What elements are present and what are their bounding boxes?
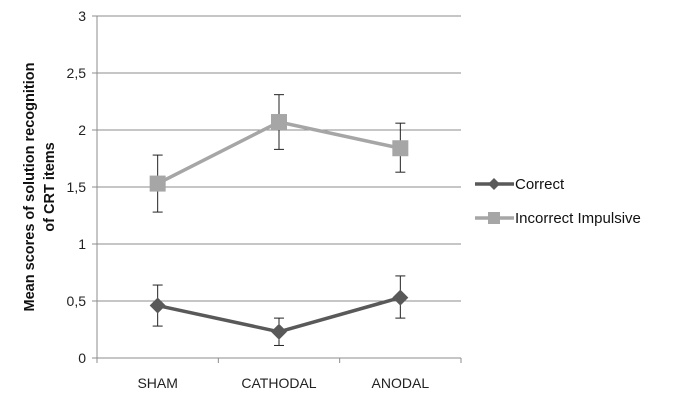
y-tick-label-4: 2 (78, 122, 86, 138)
legend-label-0: Correct (515, 176, 565, 193)
legend-marker-1 (488, 212, 500, 224)
data-point-1-2 (392, 140, 409, 157)
legend-marker-0 (488, 178, 500, 190)
data-point-0-2 (392, 289, 409, 306)
y-tick-label-5: 2,5 (67, 65, 87, 81)
legend-label-1: Incorrect Impulsive (515, 210, 641, 227)
data-point-1-1 (271, 114, 287, 131)
y-axis-label: Mean scores of solution recognition of CR… (22, 63, 58, 312)
x-tick-label-2: ANODAL (372, 375, 430, 391)
y-tick-label-0: 0 (78, 350, 86, 366)
axes (92, 15, 462, 363)
series-0 (149, 275, 409, 346)
data-point-0-0 (149, 297, 166, 314)
gridlines (97, 15, 461, 302)
series-1 (149, 94, 409, 213)
y-tick-label-2: 1 (78, 236, 86, 252)
x-tick-label-1: CATHODAL (241, 375, 316, 391)
y-axis-label-line-1: of CRT items (42, 142, 58, 231)
y-tick-label-1: 0,5 (67, 293, 87, 309)
y-tick-label-6: 3 (78, 8, 86, 24)
legend-item-0: Correct (475, 176, 565, 193)
legend-item-1: Incorrect Impulsive (475, 210, 641, 227)
x-tick-labels: SHAM CATHODAL ANODAL (137, 375, 429, 391)
y-tick-labels: 0 0,5 1 1,5 2 2,5 3 (67, 8, 87, 366)
data-point-1-0 (149, 175, 166, 192)
legend: Correct Incorrect Impulsive (475, 176, 641, 227)
y-axis-label-line-0: Mean scores of solution recognition (22, 63, 38, 312)
y-tick-label-3: 1,5 (67, 179, 87, 195)
data-point-0-1 (271, 323, 287, 340)
series-group (149, 94, 409, 346)
x-tick-label-0: SHAM (137, 375, 177, 391)
